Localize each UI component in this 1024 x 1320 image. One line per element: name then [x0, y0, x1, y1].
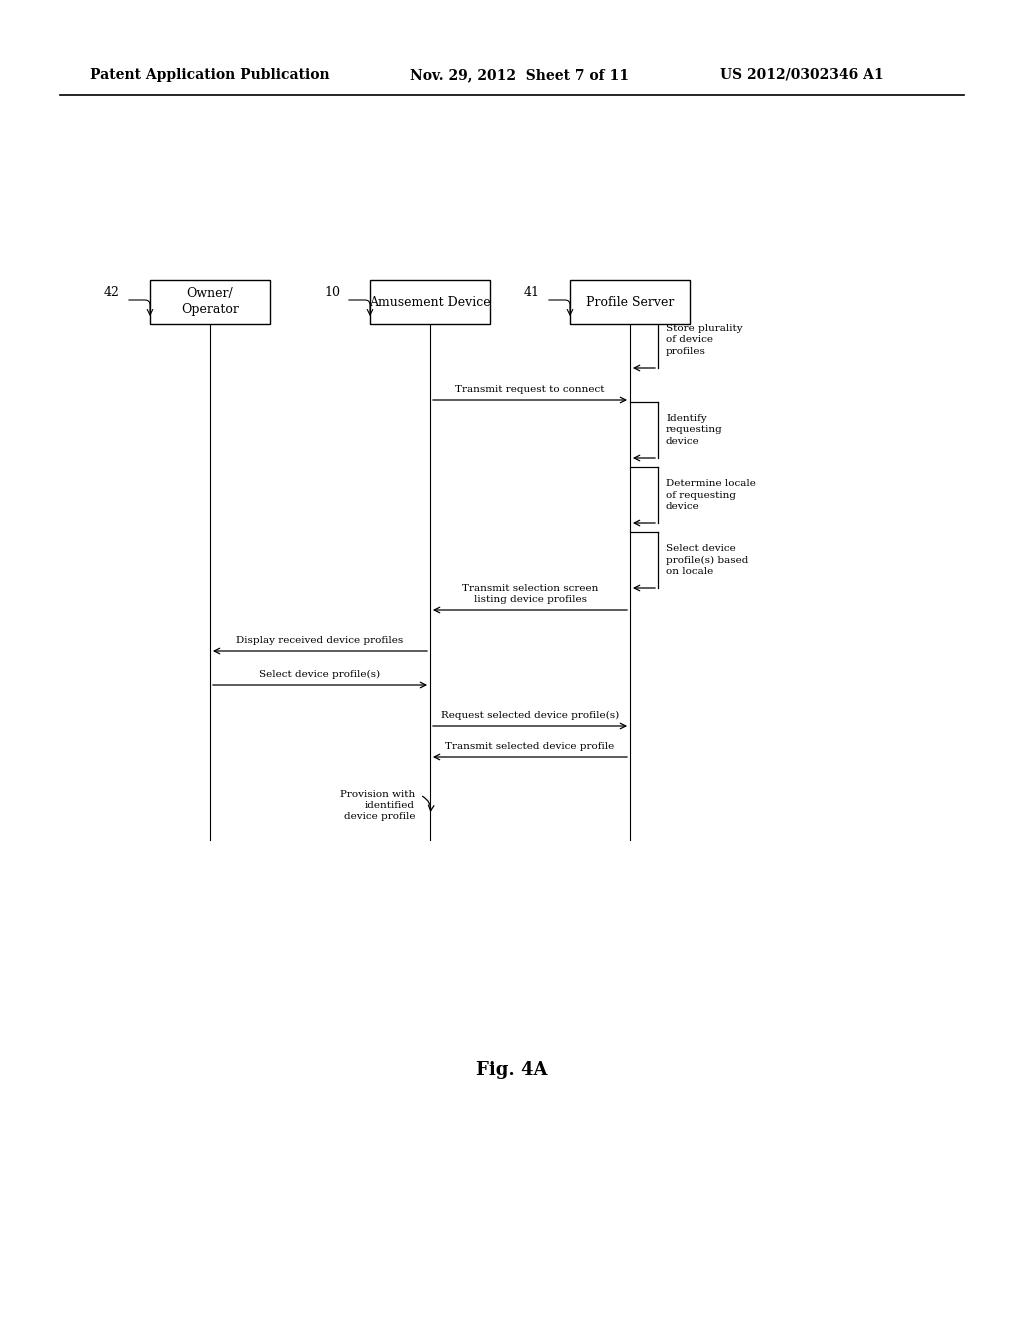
Text: Transmit request to connect: Transmit request to connect: [456, 385, 605, 393]
Text: 10: 10: [324, 285, 340, 298]
Text: Select device profile(s): Select device profile(s): [259, 669, 381, 678]
Text: Amusement Device: Amusement Device: [370, 296, 490, 309]
Text: US 2012/0302346 A1: US 2012/0302346 A1: [720, 69, 884, 82]
Text: Owner/
Operator: Owner/ Operator: [181, 288, 239, 317]
Text: 41: 41: [524, 285, 540, 298]
Text: Transmit selected device profile: Transmit selected device profile: [445, 742, 614, 751]
Bar: [370, 280, 490, 323]
Text: Transmit selection screen
listing device profiles: Transmit selection screen listing device…: [462, 583, 598, 605]
Text: Determine locale
of requesting
device: Determine locale of requesting device: [666, 479, 756, 511]
Text: Request selected device profile(s): Request selected device profile(s): [441, 711, 620, 719]
Bar: [570, 280, 690, 323]
Bar: [150, 280, 270, 323]
Text: 42: 42: [104, 285, 120, 298]
Text: Fig. 4A: Fig. 4A: [476, 1061, 548, 1078]
Text: Select device
profile(s) based
on locale: Select device profile(s) based on locale: [666, 544, 749, 576]
Text: Identify
requesting
device: Identify requesting device: [666, 414, 723, 446]
Text: Patent Application Publication: Patent Application Publication: [90, 69, 330, 82]
Text: Provision with
identified
device profile: Provision with identified device profile: [340, 789, 415, 821]
Text: Display received device profiles: Display received device profiles: [237, 636, 403, 645]
Text: Profile Server: Profile Server: [586, 296, 674, 309]
Text: Store plurality
of device
profiles: Store plurality of device profiles: [666, 325, 742, 355]
Text: Nov. 29, 2012  Sheet 7 of 11: Nov. 29, 2012 Sheet 7 of 11: [410, 69, 629, 82]
